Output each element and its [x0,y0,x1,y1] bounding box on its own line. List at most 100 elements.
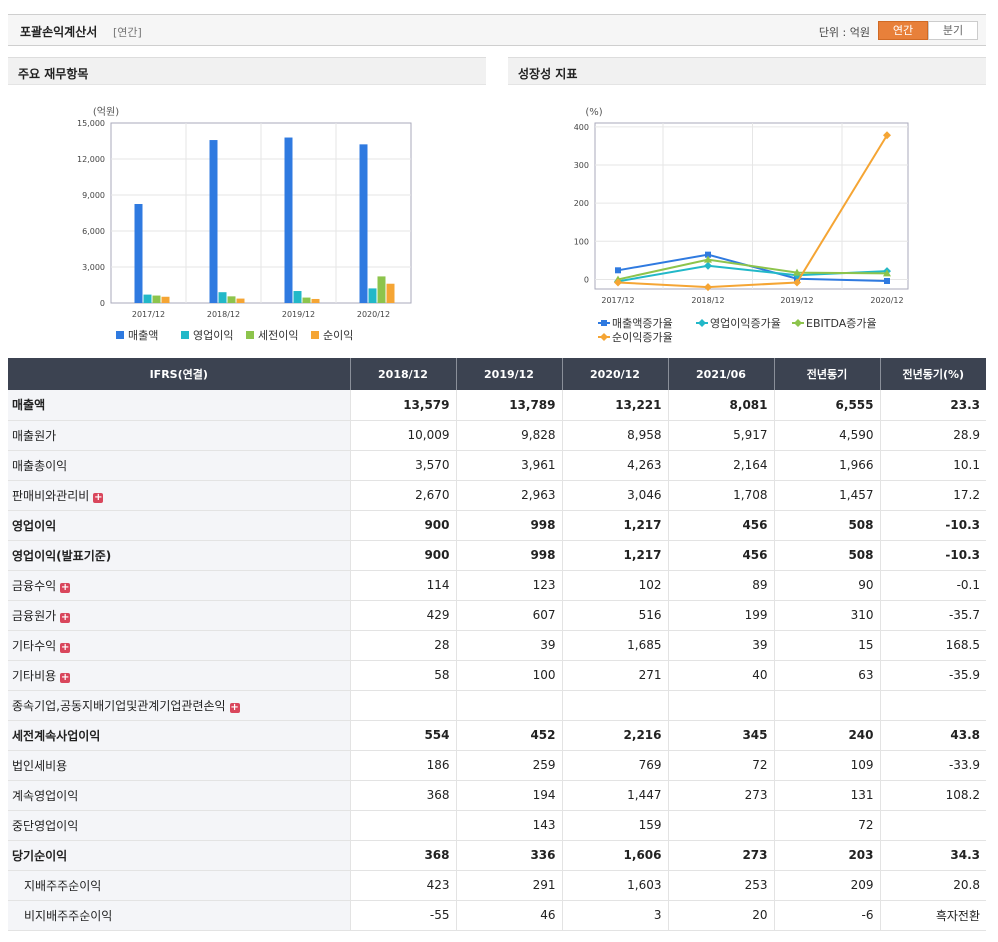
bar [302,297,311,303]
table-row: 매출액 13,579 13,789 13,221 8,081 6,555 23.3 [8,390,986,421]
value-cell: 40 [667,660,774,691]
value-cell: 1,447 [561,780,668,811]
row-label: 금융원가 [12,608,57,623]
value-cell: -33.9 [879,750,986,781]
y-axis-label: (%) [585,107,602,118]
table-row: 기타수익 +28 39 1,685 39 15 168.5 [8,630,986,661]
value-cell: 554 [349,720,456,751]
value-cell: 2,164 [667,450,774,481]
data-point [883,131,891,140]
value-cell: 1,708 [667,480,774,511]
series-line [617,134,888,289]
value-cell [349,690,456,721]
legend-marker [600,333,608,341]
value-cell: 43.8 [879,720,986,751]
value-cell: 456 [667,509,774,541]
value-cell: 100 [455,660,562,691]
value-cell: 159 [561,810,668,841]
legend-label: EBITDA증가율 [806,317,877,330]
header-2020: 2020/12 [561,358,668,390]
value-cell: 240 [773,720,880,751]
value-cell: 186 [349,750,456,781]
value-cell: 273 [667,839,774,871]
value-cell: 194 [455,780,562,811]
value-cell [667,690,774,721]
value-cell: 1,685 [561,630,668,661]
expand-plus-icon[interactable]: + [60,611,71,623]
value-cell: 72 [667,750,774,781]
bar [236,298,245,303]
y-tick-label: 300 [574,161,589,170]
value-cell: 168.5 [879,630,986,661]
table-row: 당기순이익 368 336 1,606 273 203 34.3 [8,839,986,871]
row-label-cell: 금융원가 + [8,600,350,631]
value-cell: 108.2 [879,780,986,811]
row-label-cell: 계속영업이익 [8,780,350,811]
value-cell: 15 [773,630,880,661]
expand-plus-icon[interactable]: + [60,641,71,653]
row-label-cell: 영업이익(발표기준) [8,540,350,571]
row-label-cell: 기타비용 + [8,660,350,691]
quarter-button[interactable]: 분기 [928,21,978,40]
value-cell [455,690,562,721]
legend-label: 영업이익증가율 [710,317,781,330]
y-tick-label: 9,000 [82,191,105,200]
legend-marker [698,319,706,327]
bar [386,283,395,303]
data-point [704,255,712,263]
value-cell: 17.2 [879,480,986,511]
value-cell: 72 [773,810,880,841]
unit-label: 단위 : 억원 [818,26,870,39]
annual-button[interactable]: 연간 [878,21,928,40]
expand-plus-icon[interactable]: + [60,671,71,683]
row-label: 기타비용 [12,668,57,683]
value-cell: -35.7 [879,600,986,631]
value-cell: 109 [773,750,880,781]
row-label: 비지배주주순이익 [24,908,113,923]
row-label: 영업이익 [12,518,57,533]
bar [134,204,143,303]
row-label-cell: 판매비와관리비 + [8,480,350,511]
x-tick-label: 2017/12 [132,310,165,319]
bar [227,296,236,303]
value-cell: 28 [349,630,456,661]
value-cell: 607 [455,600,562,631]
legend-swatch [116,331,124,339]
value-cell: 900 [349,509,456,541]
y-tick-label: 100 [574,237,589,246]
table-row: 세전계속사업이익 554 452 2,216 345 240 43.8 [8,720,986,751]
value-cell: 1,966 [773,450,880,481]
legend-label: 매출액 [128,329,158,342]
row-label: 영업이익(발표기준) [12,548,112,563]
value-cell: 368 [349,780,456,811]
y-tick-label: 12,000 [77,155,105,164]
value-cell: 9,828 [455,420,562,451]
value-cell: 89 [667,570,774,601]
value-cell: 2,216 [561,720,668,751]
table-row: 영업이익(발표기준) 900 998 1,217 456 508 -10.3 [8,540,986,571]
value-cell: 흑자전환 [879,900,986,931]
legend-marker [794,319,802,327]
statement-title: 포괄손익계산서 [20,25,98,39]
expand-plus-icon[interactable]: + [93,491,104,503]
value-cell: 1,606 [561,839,668,871]
row-label-cell: 종속기업,공동지배기업및관계기업관련손익 + [8,690,350,721]
table-row: 중단영업이익 143 159 72 [8,810,986,841]
data-point [884,277,890,284]
expand-plus-icon[interactable]: + [229,701,240,713]
value-cell: 516 [561,600,668,631]
row-label-cell: 금융수익 + [8,570,350,601]
row-label-cell: 매출액 [8,390,350,421]
table-row: 판매비와관리비 +2,670 2,963 3,046 1,708 1,457 17.2 [8,480,986,511]
x-tick-label: 2019/12 [282,310,315,319]
expand-plus-icon[interactable]: + [60,581,71,593]
data-point [793,278,801,287]
data-point [793,268,801,276]
value-cell: 271 [561,660,668,691]
y-tick-label: 200 [574,199,589,208]
header-2018: 2018/12 [349,358,456,390]
table-row: 금융원가 +429 607 516 199 310 -35.7 [8,600,986,631]
value-cell: 13,579 [349,390,456,421]
value-cell: 209 [773,870,880,901]
legend-label: 순이익증가율 [612,331,673,344]
